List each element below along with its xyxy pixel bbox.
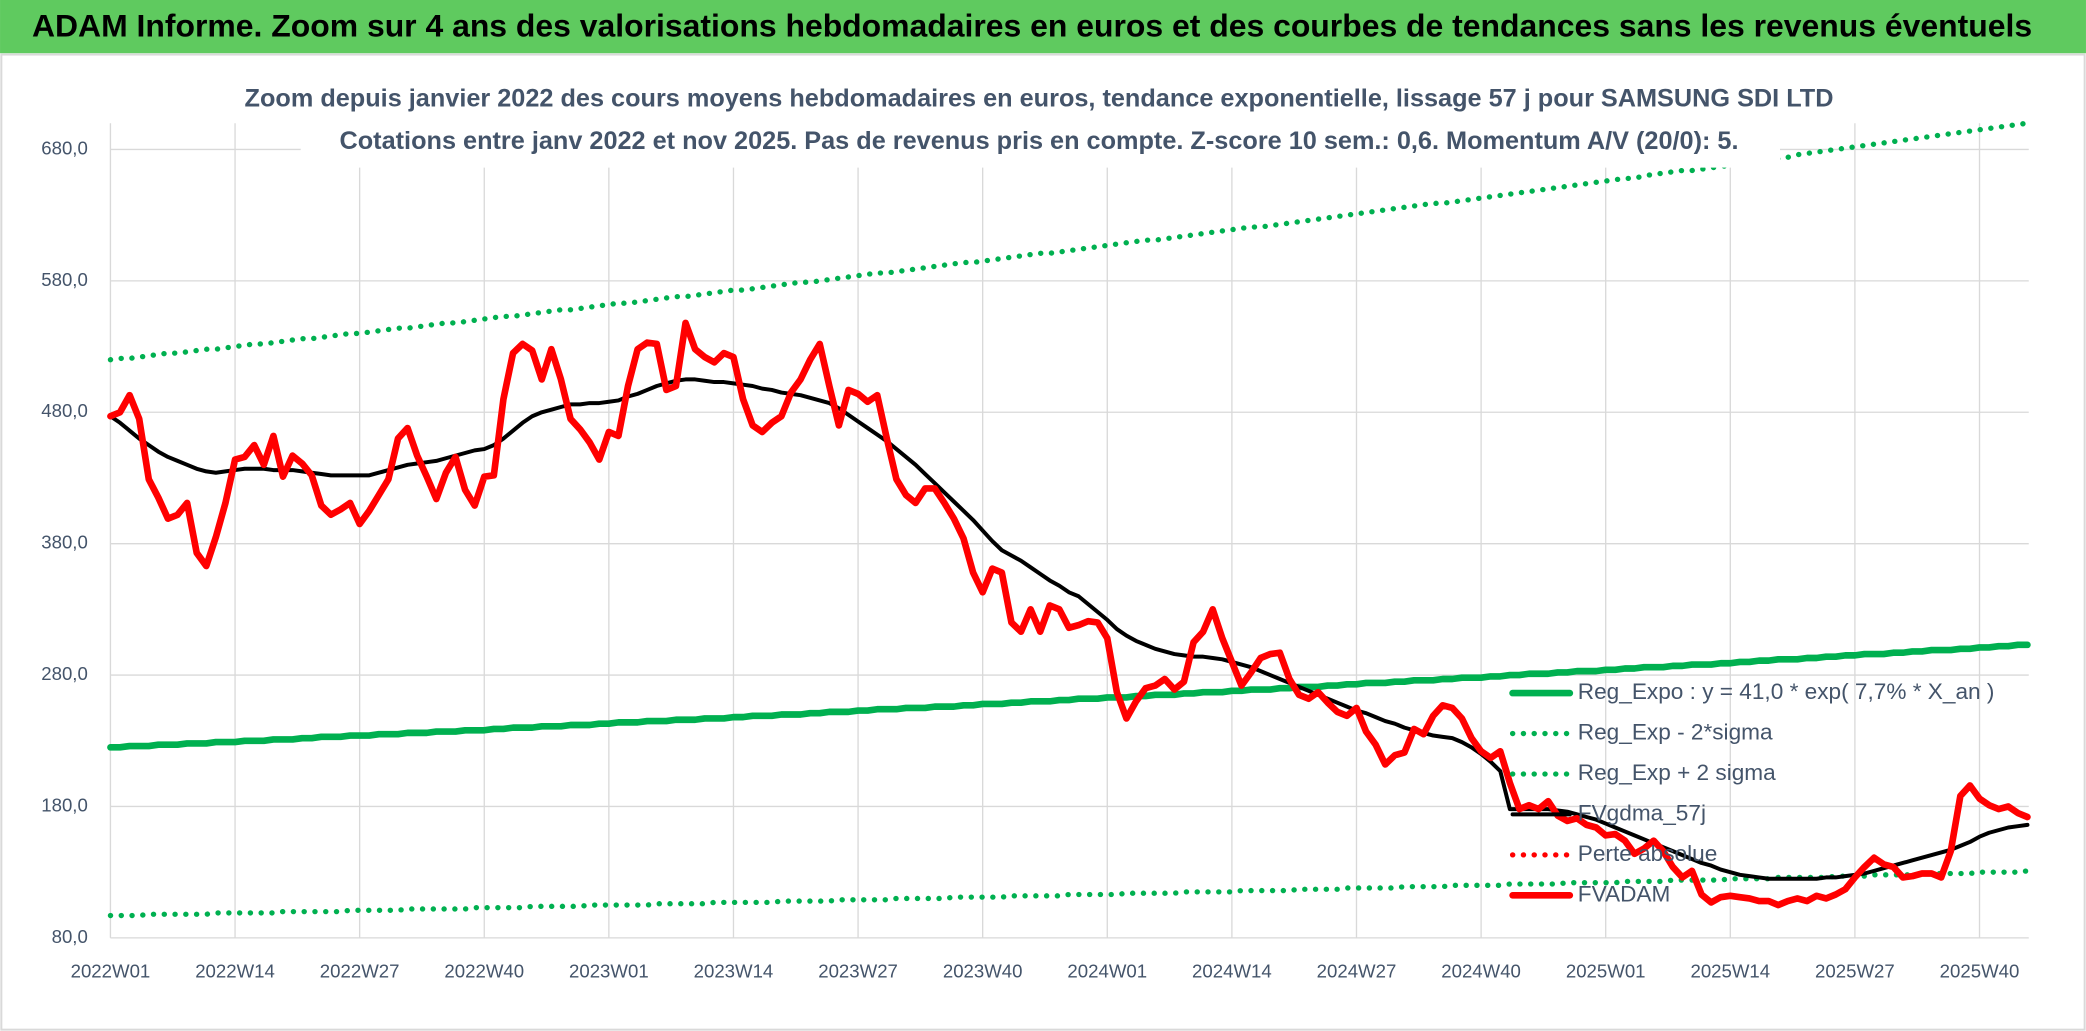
series-line [107,319,2031,909]
y-tick-label: 280,0 [41,663,88,684]
x-tick-label: 2022W27 [320,960,400,981]
chart-frame [0,53,2086,1031]
title-banner [0,0,2086,54]
x-tick-label: 2023W40 [943,960,1023,981]
chart-title: ADAM Informe. Zoom sur 4 ans des valoris… [32,7,2032,43]
x-tick-label: 2024W27 [1317,960,1397,981]
y-tick-label: 380,0 [41,532,88,553]
x-tick-label: 2024W01 [1067,960,1147,981]
series-line [107,868,2031,919]
series-lines [107,120,2031,919]
x-tick-label: 2024W40 [1441,960,1521,981]
legend-label: Reg_Exp + 2 sigma [1578,760,1776,785]
y-tick-label: 680,0 [41,137,88,158]
legend-label: FVADAM [1578,881,1671,906]
subtitle: Cotations entre janv 2022 et nov 2025. P… [340,127,1739,155]
series-line [107,120,2031,363]
x-tick-label: 2024W14 [1192,960,1272,981]
x-tick-label: 2023W01 [569,960,649,981]
x-tick-label: 2022W01 [71,960,151,981]
subtitle: Zoom depuis janvier 2022 des cours moyen… [245,84,1834,112]
x-tick-label: 2022W40 [444,960,524,981]
legend-label: Reg_Exp - 2*sigma [1578,720,1773,745]
y-tick-label: 580,0 [41,269,88,290]
series-line [107,641,2031,751]
x-tick-label: 2023W14 [694,960,774,981]
x-tick-label: 2025W27 [1815,960,1895,981]
y-tick-label: 180,0 [41,794,88,815]
subtitle-box [300,77,1780,168]
x-tick-label: 2025W01 [1566,960,1646,981]
x-tick-label: 2025W40 [1940,960,2020,981]
x-tick-label: 2025W14 [1690,960,1770,981]
y-tick-label: 80,0 [52,926,88,947]
legend-label: Reg_Expo : y = 41,0 * exp( 7,7% * X_an ) [1578,679,1995,704]
legend: Reg_Expo : y = 41,0 * exp( 7,7% * X_an )… [1509,679,1995,906]
y-tick-label: 480,0 [41,400,88,421]
series-line [108,377,2030,881]
legend-label: Perte absolue [1578,841,1718,866]
legend-label: FVgdma_57j [1578,800,1706,825]
x-tick-label: 2023W27 [818,960,898,981]
x-tick-label: 2022W14 [195,960,275,981]
